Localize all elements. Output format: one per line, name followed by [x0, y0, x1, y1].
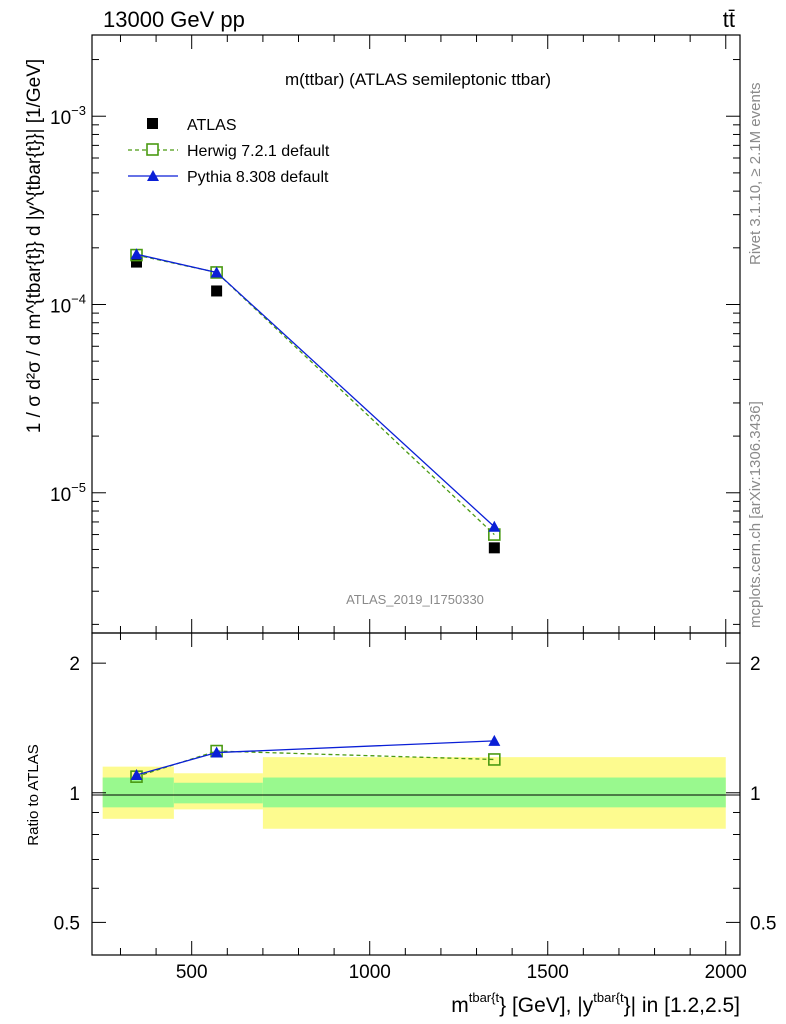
x-label-mid: } [GeV], |y — [499, 994, 594, 1017]
legend-marker-herwig — [146, 143, 159, 156]
main-data-point — [488, 542, 500, 554]
analysis-id: ATLAS_2019_I1750330 — [346, 592, 484, 607]
process-label: tt̄ — [723, 7, 735, 32]
x-tick-label: 500 — [176, 962, 208, 983]
main-ticks-layer: 10−310−410−5 — [50, 35, 740, 633]
y-axis-label: 1 / σ d²σ / d m^{tbar{t}} d |y^{tbar{t}}… — [24, 59, 45, 433]
main-data-point — [131, 256, 143, 268]
x-tick-label: 1000 — [349, 962, 391, 983]
x-label-sup2: tbar{t — [593, 990, 624, 1005]
main-series-layer — [130, 248, 501, 554]
main-y-tick-mantissa: 10 — [50, 485, 71, 506]
legend: ATLAS Herwig 7.2.1 default Pythia 8.308 … — [128, 117, 330, 186]
main-y-tick-exponent: −3 — [71, 103, 86, 118]
main-y-tick-exponent: −4 — [71, 291, 86, 306]
legend-label-pythia: Pythia 8.308 default — [187, 169, 329, 186]
legend-marker-atlas — [147, 118, 158, 129]
main-y-tick-label: 10−3 — [50, 103, 86, 129]
ratio-data-point — [488, 753, 501, 766]
ratio-ticks-layer: 0.5 0.5 1 1 2 2 500 1000 1500 2000 — [54, 633, 776, 983]
ratio-y-tick-label-right: 1 — [750, 784, 761, 805]
x-axis-label: mtbar{t} [GeV], |ytbar{t}| in [1.2,2.5] — [451, 990, 740, 1017]
ratio-y-tick-label: 2 — [69, 654, 80, 675]
ratio-series-layer — [130, 734, 501, 783]
main-series-line — [136, 253, 495, 528]
legend-label-herwig: Herwig 7.2.1 default — [187, 143, 330, 160]
x-label-tail: }| in [1.2,2.5] — [624, 994, 740, 1017]
ratio-y-tick-label-right: 0.5 — [750, 913, 776, 934]
main-data-point — [211, 285, 223, 297]
ratio-data-point — [130, 768, 143, 780]
legend-marker-pythia — [147, 170, 159, 181]
ratio-bands-layer — [102, 757, 726, 829]
main-y-tick-label: 10−4 — [50, 291, 86, 317]
main-data-point — [130, 248, 143, 260]
collision-label: 13000 GeV pp — [103, 7, 245, 32]
x-tick-label: 1500 — [527, 962, 569, 983]
ratio-y-axis-label: Ratio to ATLAS — [25, 744, 42, 845]
chart-title: m(ttbar) (ATLAS semileptonic ttbar) — [285, 70, 551, 89]
main-series-line — [136, 254, 495, 536]
ratio-stat-band — [262, 777, 726, 808]
legend-label-atlas: ATLAS — [187, 117, 237, 134]
ratio-panel: 0.5 0.5 1 1 2 2 500 1000 1500 2000 Ratio to ATLAS… — [25, 632, 776, 1017]
rivet-label: Rivet 3.1.10, ≥ 2.1M events — [747, 83, 764, 266]
main-y-tick-mantissa: 10 — [50, 108, 71, 129]
main-y-tick-exponent: −5 — [71, 480, 86, 495]
ratio-data-point — [488, 734, 501, 746]
main-y-tick-label: 10−5 — [50, 480, 86, 506]
main-panel: 10−310−410−5 m(ttbar) (ATLAS semileptoni… — [24, 34, 741, 634]
ratio-y-tick-label-right: 2 — [750, 654, 761, 675]
mcplots-label: mcplots.cern.ch [arXiv:1306.3436] — [747, 401, 764, 628]
ratio-data-point — [210, 746, 223, 758]
x-label-sup1: tbar{t — [469, 990, 500, 1005]
x-tick-label: 2000 — [705, 962, 747, 983]
main-y-tick-mantissa: 10 — [50, 296, 71, 317]
ratio-stat-band — [173, 782, 263, 804]
ratio-frame — [91, 632, 741, 956]
ratio-y-tick-label: 0.5 — [54, 913, 80, 934]
x-label-m: m — [451, 994, 469, 1017]
main-data-point — [488, 520, 501, 532]
main-data-point — [210, 266, 223, 278]
ratio-y-tick-label: 1 — [69, 784, 80, 805]
